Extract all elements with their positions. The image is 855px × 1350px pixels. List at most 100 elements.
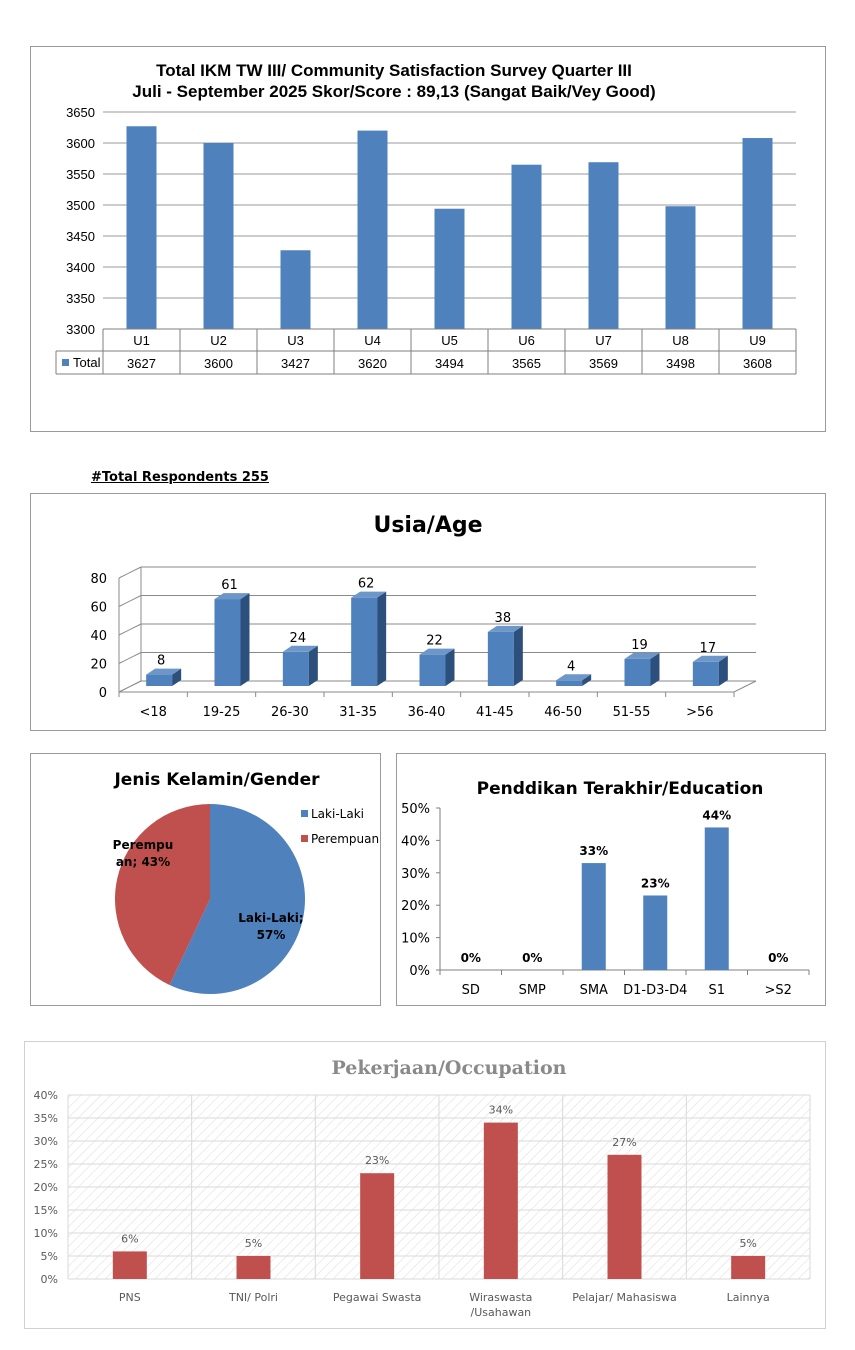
y-tick-label: 3450	[66, 229, 95, 244]
chart-title: Total IKM TW III/ Community Satisfaction…	[156, 61, 632, 80]
bar-side	[718, 655, 728, 686]
category-label: Lainnya	[727, 1291, 770, 1304]
table-value: 3627	[127, 356, 156, 371]
category-label: U3	[287, 333, 304, 348]
bar	[360, 1173, 395, 1279]
y-tick-label: 3400	[66, 260, 95, 275]
table-value: 3600	[204, 356, 233, 371]
category-label: >56	[686, 705, 713, 720]
bar	[351, 597, 378, 686]
bar	[556, 680, 583, 686]
chart-title: Pekerjaan/Occupation	[332, 1057, 567, 1079]
y-tick-label: 50%	[401, 802, 430, 817]
pie-slice	[114, 804, 210, 985]
ikm-chart: Total IKM TW III/ Community Satisfaction…	[55, 61, 797, 375]
y-tick-label: 3600	[66, 136, 95, 151]
bar	[487, 631, 514, 686]
bar	[112, 1251, 147, 1279]
data-label: 4	[567, 659, 575, 674]
bar-top	[214, 593, 250, 600]
education-chart: Penddikan Terakhir/Education 50% 40% 30% 20…	[401, 779, 810, 998]
bar-side	[445, 648, 455, 686]
category-label: SD	[462, 983, 480, 998]
bar	[692, 661, 719, 686]
age-chart-panel: Usia/Age 80 60 40 20 0 8 <18 61 19-25 24 26-30 62 31…	[30, 493, 826, 731]
y-tick-label: 3300	[66, 322, 95, 337]
y-tick-label: 30%	[401, 867, 430, 882]
category-label: U5	[441, 333, 458, 348]
bar	[126, 126, 157, 329]
total-respondents-label: #Total Respondents 255	[91, 470, 269, 485]
bar	[357, 130, 388, 329]
table-value: 3565	[512, 356, 541, 371]
y-tick-label: 10%	[401, 932, 430, 947]
y-tick-label: 30%	[34, 1135, 58, 1148]
chart-title: Jenis Kelamin/Gender	[113, 770, 320, 790]
y-tick-label: 40	[90, 629, 107, 644]
bar-top	[556, 674, 592, 681]
bar-side	[172, 668, 182, 686]
data-label: 19	[631, 638, 648, 653]
bar	[665, 206, 696, 329]
y-tick-label: 3350	[66, 291, 95, 306]
y-tick-label: 0%	[41, 1273, 58, 1286]
bar-side	[308, 645, 318, 686]
category-label: U2	[210, 333, 227, 348]
category-label: 41-45	[476, 705, 514, 720]
data-label: 62	[358, 577, 375, 592]
gridline	[118, 652, 142, 664]
data-label: 38	[495, 611, 512, 626]
legend-label: Perempuan	[311, 832, 379, 846]
bar	[280, 250, 311, 329]
y-tick-label: 60	[90, 601, 107, 616]
chart-title: Usia/Age	[373, 513, 482, 538]
bar	[581, 863, 606, 970]
bar-top	[487, 625, 523, 632]
data-label: 23%	[641, 876, 670, 890]
table-value: 3498	[666, 356, 695, 371]
data-label: 6%	[121, 1232, 138, 1245]
data-label: 22	[426, 634, 443, 649]
category-label: <18	[139, 705, 166, 720]
y-tick-label: 40%	[34, 1089, 58, 1102]
category-label: U6	[518, 333, 535, 348]
occupation-chart-panel: Pekerjaan/Occupation 40% 35% 30% 25% 20% 15% 1…	[24, 1041, 826, 1329]
bar-side	[240, 593, 250, 686]
y-tick-label: 20%	[34, 1181, 58, 1194]
category-label: 36-40	[408, 705, 446, 720]
legend-swatch	[301, 835, 308, 842]
occupation-chart: Pekerjaan/Occupation 40% 35% 30% 25% 20% 15% 1…	[34, 1057, 811, 1319]
data-label: 27%	[612, 1136, 636, 1149]
y-tick-label: 40%	[401, 834, 430, 849]
education-chart-panel: Penddikan Terakhir/Education 50% 40% 30% 20…	[396, 753, 826, 1006]
bar	[203, 143, 234, 329]
category-label: 26-30	[271, 705, 309, 720]
gridline	[118, 566, 142, 579]
category-label: 46-50	[544, 705, 582, 720]
bar	[588, 162, 619, 329]
data-label: 8	[157, 654, 165, 669]
bar	[643, 895, 668, 970]
bar	[483, 1122, 518, 1279]
y-tick-label: 20%	[401, 899, 430, 914]
category-label: U9	[749, 333, 766, 348]
category-label: SMA	[580, 983, 608, 998]
table-value: 3608	[743, 356, 772, 371]
y-tick-label: 3500	[66, 198, 95, 213]
bar	[146, 674, 173, 686]
category-label: U1	[133, 333, 150, 348]
data-label: 44%	[702, 808, 731, 822]
bar	[742, 138, 773, 329]
bar	[214, 599, 241, 686]
bar-side	[513, 625, 523, 686]
bar	[419, 654, 446, 686]
legend-swatch	[62, 359, 69, 366]
category-label: 51-55	[613, 705, 651, 720]
bar	[511, 164, 542, 329]
data-label: 0%	[461, 951, 481, 965]
bar	[282, 651, 309, 686]
data-label: 24	[290, 631, 307, 646]
category-label: PNS	[119, 1291, 141, 1304]
y-tick-label: 5%	[41, 1250, 58, 1263]
data-label: 0%	[768, 951, 788, 965]
